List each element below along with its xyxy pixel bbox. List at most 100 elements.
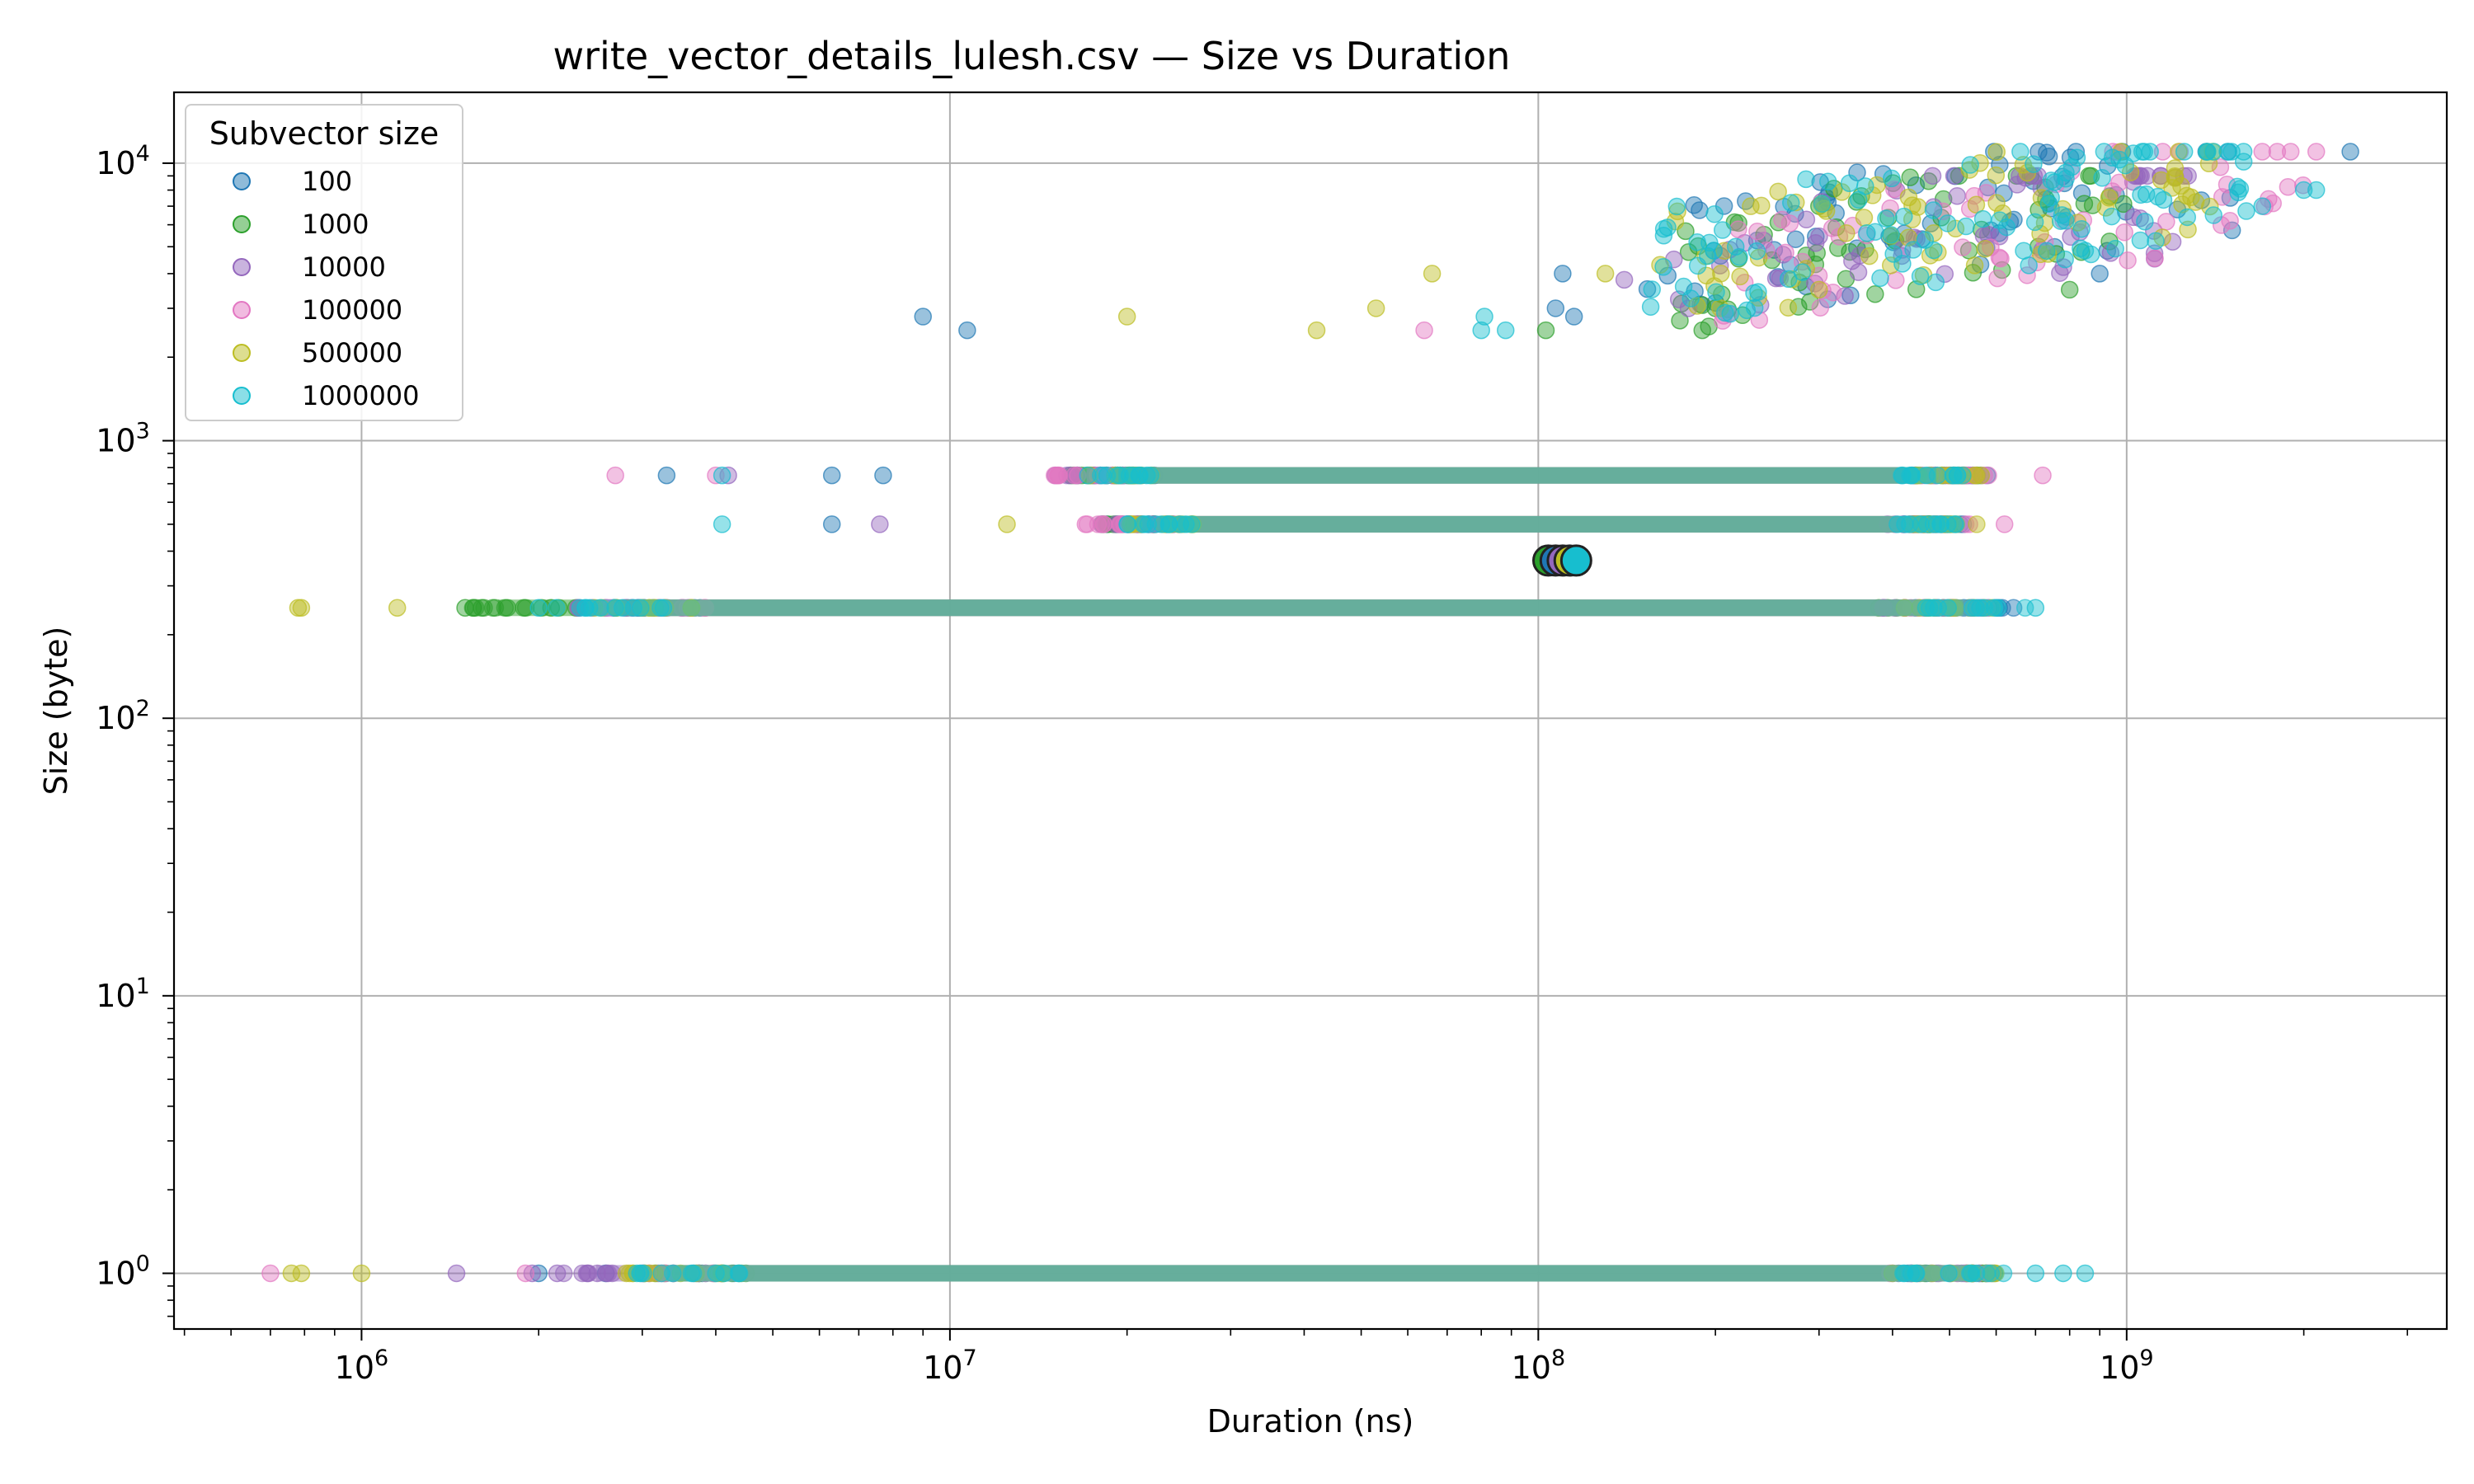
- data-point: [1787, 193, 1805, 212]
- data-point: [1667, 197, 1686, 216]
- data-point: [2213, 188, 2232, 206]
- legend-marker: [233, 172, 251, 190]
- series-1000000: [529, 143, 2326, 1283]
- data-point: [1851, 246, 1870, 265]
- data-point: [1596, 265, 1615, 283]
- data-point: [1811, 298, 1830, 317]
- axis-ticks: 106 107 108 109 100 101 102 103 104: [96, 141, 2409, 1386]
- data-point: [1903, 466, 1921, 485]
- data-point: [542, 599, 561, 617]
- point-band: [666, 1265, 1980, 1282]
- data-point: [1747, 242, 1766, 261]
- data-point: [1997, 218, 2016, 237]
- data-point: [2148, 187, 2167, 206]
- legend-label: 100000: [302, 294, 402, 326]
- data-point: [606, 466, 624, 485]
- data-point: [1731, 267, 1749, 286]
- data-point: [1638, 279, 1657, 298]
- data-point: [1964, 264, 1982, 282]
- data-point: [2234, 153, 2253, 171]
- data-point: [1938, 214, 1957, 232]
- data-point: [1793, 263, 1812, 281]
- data-point: [2294, 181, 2313, 200]
- data-point: [1615, 270, 1634, 289]
- data-point: [1423, 265, 1442, 283]
- data-point: [914, 308, 932, 326]
- data-point: [1931, 515, 1950, 533]
- data-point: [2253, 143, 2271, 161]
- data-point: [729, 1264, 748, 1283]
- data-point: [2204, 143, 2223, 161]
- data-point: [2222, 143, 2241, 161]
- data-point: [2229, 183, 2247, 202]
- data-point: [1726, 237, 1745, 256]
- data-point: [1700, 233, 1719, 252]
- data-point: [554, 1264, 573, 1283]
- data-point: [2178, 208, 2197, 227]
- data-point: [581, 599, 599, 617]
- data-point: [486, 599, 505, 617]
- data-point: [2234, 143, 2253, 161]
- data-point: [1776, 243, 1794, 262]
- data-point: [2200, 197, 2219, 216]
- data-point: [1810, 280, 1828, 299]
- data-point: [2031, 224, 2049, 243]
- data-point: [2131, 231, 2150, 250]
- data-point: [1907, 280, 1926, 298]
- data-point: [2011, 143, 2030, 161]
- data-point: [2034, 466, 2052, 485]
- data-point: [1806, 234, 1825, 252]
- data-point: [1939, 599, 1957, 617]
- data-point: [2175, 143, 2194, 161]
- data-point: [1971, 599, 1989, 617]
- data-point: [2025, 213, 2044, 232]
- data-point: [632, 1264, 650, 1283]
- data-point: [1945, 466, 1963, 485]
- data-point: [1780, 214, 1799, 232]
- data-point: [1674, 277, 1693, 296]
- data-point: [1049, 466, 1067, 485]
- data-point: [2025, 155, 2043, 173]
- data-point: [1117, 308, 1136, 326]
- data-point: [2133, 143, 2152, 161]
- data-point: [1749, 248, 1768, 267]
- data-point: [874, 466, 892, 485]
- data-point: [352, 1264, 371, 1283]
- data-point: [1668, 202, 1686, 221]
- data-point: [1159, 515, 1178, 533]
- y-tick-label: 100: [96, 1251, 150, 1291]
- data-point: [958, 321, 976, 340]
- data-point: [2072, 239, 2090, 258]
- data-point: [2076, 1264, 2095, 1283]
- data-point: [707, 466, 725, 485]
- data-point: [1643, 280, 1661, 298]
- data-point: [523, 1264, 542, 1283]
- data-point: [1948, 466, 1967, 485]
- data-point: [707, 1264, 725, 1283]
- data-point: [2109, 173, 2128, 192]
- data-point: [1954, 238, 1972, 256]
- data-point: [1496, 321, 1515, 340]
- data-point: [1762, 251, 1781, 270]
- data-point: [1742, 197, 1760, 215]
- data-point: [1968, 515, 1986, 533]
- data-point: [1841, 286, 1860, 304]
- data-point: [1866, 284, 1884, 303]
- data-point: [2186, 193, 2205, 211]
- data-point: [1124, 466, 1142, 485]
- data-point: [2080, 167, 2098, 186]
- data-point: [1888, 515, 1907, 533]
- data-point: [473, 599, 491, 617]
- data-point: [1769, 182, 1787, 201]
- data-point: [1654, 257, 1672, 276]
- data-point: [1654, 226, 1673, 245]
- data-point: [1069, 466, 1087, 485]
- data-point: [2072, 184, 2091, 202]
- plot-frame: [172, 91, 2448, 1331]
- data-point: [1895, 207, 1913, 226]
- data-point: [1079, 466, 1097, 485]
- data-point: [2093, 169, 2111, 187]
- data-point: [651, 599, 670, 617]
- y-tick-label: 103: [96, 419, 150, 459]
- data-point: [2100, 187, 2119, 205]
